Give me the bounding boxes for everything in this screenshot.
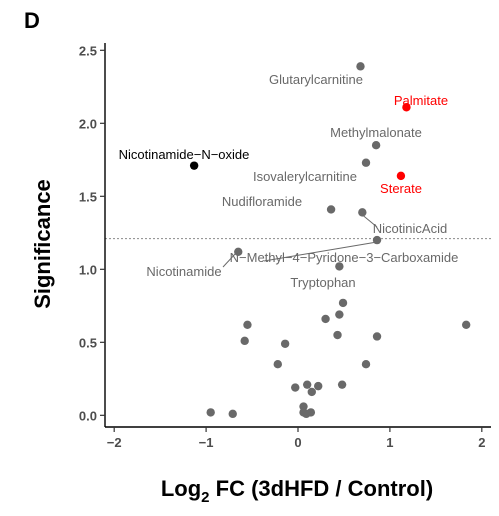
x-tick-label: 0 [294, 435, 301, 450]
point-label: Methylmalonate [330, 125, 422, 140]
x-axis-title-rest: FC (3dHFD / Control) [210, 476, 434, 501]
label-leader-line [359, 212, 378, 228]
y-tick-label: 1.0 [79, 262, 97, 277]
x-axis-title-subscript: 2 [201, 489, 209, 506]
data-point [302, 380, 312, 389]
x-tick-label: −1 [199, 435, 214, 450]
data-point-highlighted [372, 235, 382, 245]
point-label: Glutarylcarnitine [269, 72, 363, 87]
data-point [302, 409, 311, 419]
x-tick-label: 1 [386, 435, 393, 450]
point-label: Palmitate [394, 93, 448, 108]
label-leader-line [222, 252, 237, 268]
point-label: N−Methyl−4−Pyridone−3−Carboxamide [230, 250, 459, 265]
y-tick-label: 0.0 [79, 408, 97, 423]
data-point-highlighted [234, 247, 243, 256]
x-tick-label: 2 [478, 435, 485, 450]
data-point [273, 360, 282, 369]
panel-label: D [24, 8, 40, 33]
data-point-highlighted [371, 141, 381, 150]
points-layer [189, 62, 471, 419]
x-axis-title-main: Log [161, 476, 201, 501]
point-label: Tryptophan [290, 275, 355, 290]
point-label: Nicotinamide−N−oxide [119, 147, 250, 162]
data-point-highlighted [361, 158, 371, 167]
data-point [361, 360, 371, 369]
point-label: NicotinicAcid [373, 221, 447, 236]
y-tick-label: 1.5 [79, 189, 97, 204]
data-point-highlighted [396, 171, 406, 181]
point-label: Sterate [380, 181, 422, 196]
label-leader-line [263, 241, 378, 262]
data-point [243, 320, 252, 329]
data-point [338, 298, 348, 308]
data-point [240, 336, 249, 346]
data-point [307, 387, 316, 397]
data-point-highlighted [358, 208, 367, 217]
data-point [206, 408, 215, 417]
data-point-highlighted [326, 205, 336, 214]
data-point [280, 339, 290, 348]
data-point [291, 383, 300, 392]
data-point [335, 310, 344, 319]
data-point [337, 380, 347, 389]
point-label: Isovalerylcarnitine [253, 169, 357, 184]
point-label: Nudifloramide [222, 194, 302, 209]
data-point-highlighted [335, 262, 344, 271]
point-label: Nicotinamide [146, 264, 221, 279]
data-point [314, 381, 323, 391]
data-point [299, 402, 308, 411]
data-point [372, 332, 382, 341]
data-point-highlighted [356, 62, 365, 71]
data-point [461, 320, 471, 329]
axes-layer: −2 −1 0 1 2 0.0 0.5 1.0 1.5 2.0 2.5 [79, 43, 491, 450]
y-axis-title: Significance [30, 179, 55, 309]
point-labels-layer: Glutarylcarnitine Palmitate Methylmalonate… [119, 72, 459, 290]
x-tick-label: −2 [107, 435, 122, 450]
y-tick-label: 2.5 [79, 43, 97, 58]
data-point [333, 330, 342, 340]
data-point [228, 409, 237, 419]
y-tick-label: 0.5 [79, 335, 97, 350]
y-tick-label: 2.0 [79, 116, 97, 131]
data-point-highlighted [189, 161, 199, 170]
x-axis-title: Log2 FC (3dHFD / Control) [161, 476, 433, 506]
data-point [321, 314, 330, 324]
data-point-highlighted [402, 103, 411, 112]
